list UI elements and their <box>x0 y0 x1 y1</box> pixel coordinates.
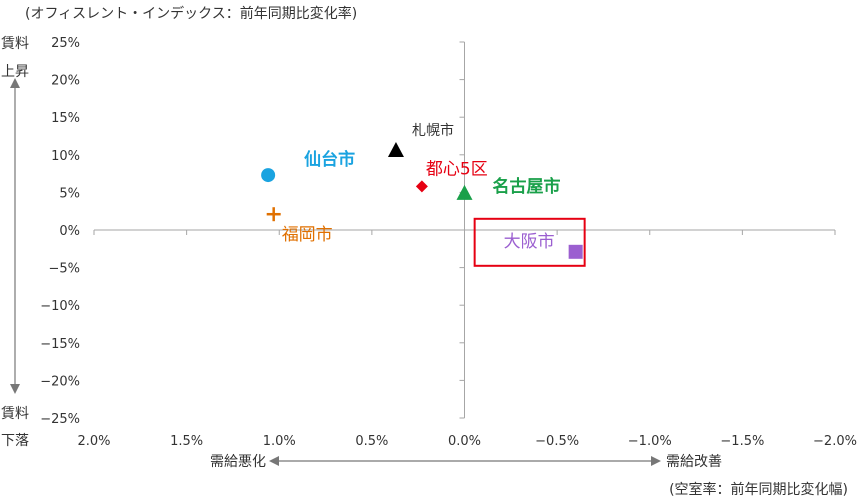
y-tick-label: −25% <box>40 412 80 427</box>
y-tick-label: −5% <box>48 262 80 277</box>
x-tick-label: −2.0% <box>813 434 857 449</box>
x-right-label: 需給改善 <box>666 454 722 470</box>
x-direction-indicator: 需給悪化 需給改善 <box>210 454 722 470</box>
y-top-label-line2: 上昇 <box>1 64 29 80</box>
point-circle-marker <box>261 168 276 183</box>
y-bottom-label-line2: 下落 <box>1 433 29 449</box>
chart-title: (オフィスレント・インデックス：前年同期比変化率) <box>25 5 357 22</box>
point-label: 札幌市 <box>412 122 454 139</box>
point-diamond-marker <box>415 180 428 193</box>
point-label: 大阪市 <box>504 232 555 252</box>
arrow-left-icon <box>269 456 279 466</box>
x-left-label: 需給悪化 <box>210 454 266 470</box>
x-tick-label: −1.0% <box>628 434 672 449</box>
point-square-marker <box>568 244 583 259</box>
x-tick-label: −0.5% <box>535 434 579 449</box>
axes-group <box>93 41 836 419</box>
x-tick-label: −1.5% <box>720 434 764 449</box>
point-triangle-marker <box>387 142 404 158</box>
point-label: 仙台市 <box>304 149 355 170</box>
point-triangle-marker <box>456 184 473 200</box>
arrow-down-icon <box>10 384 20 394</box>
y-tick-label: 25% <box>51 36 80 51</box>
tick-labels-group: 2.0% 1.5% 1.0% 0.5% 0.0% −0.5% −1.0% −1.5% −2.0%… <box>40 36 857 449</box>
y-tick-label: −10% <box>40 299 80 314</box>
point-label: 福岡市 <box>282 225 333 245</box>
y-tick-label: −20% <box>40 374 80 389</box>
point-label: 都心5区 <box>426 159 488 179</box>
arrow-up-icon <box>10 78 20 88</box>
y-top-label-line1: 賃料 <box>1 36 29 52</box>
x-tick-label: 2.0% <box>77 434 110 449</box>
y-direction-indicator: 賃料 上昇 賃料 下落 <box>1 36 29 449</box>
highlight-box <box>473 217 586 267</box>
y-tick-label: 15% <box>51 111 80 126</box>
x-tick-label: 1.0% <box>263 434 296 449</box>
y-tick-label: 0% <box>59 224 80 239</box>
point-label: 名古屋市 <box>493 176 561 197</box>
y-tick-label: 5% <box>59 186 80 201</box>
y-tick-label: 20% <box>51 74 80 89</box>
y-bottom-label-line1: 賃料 <box>1 406 29 422</box>
y-tick-label: −15% <box>40 337 80 352</box>
y-tick-label: 10% <box>51 149 80 164</box>
x-caption: (空室率：前年同期比変化幅) <box>669 481 848 498</box>
arrow-right-icon <box>651 456 661 466</box>
x-tick-label: 0.5% <box>355 434 388 449</box>
x-tick-label: 0.0% <box>448 434 481 449</box>
x-tick-label: 1.5% <box>170 434 203 449</box>
